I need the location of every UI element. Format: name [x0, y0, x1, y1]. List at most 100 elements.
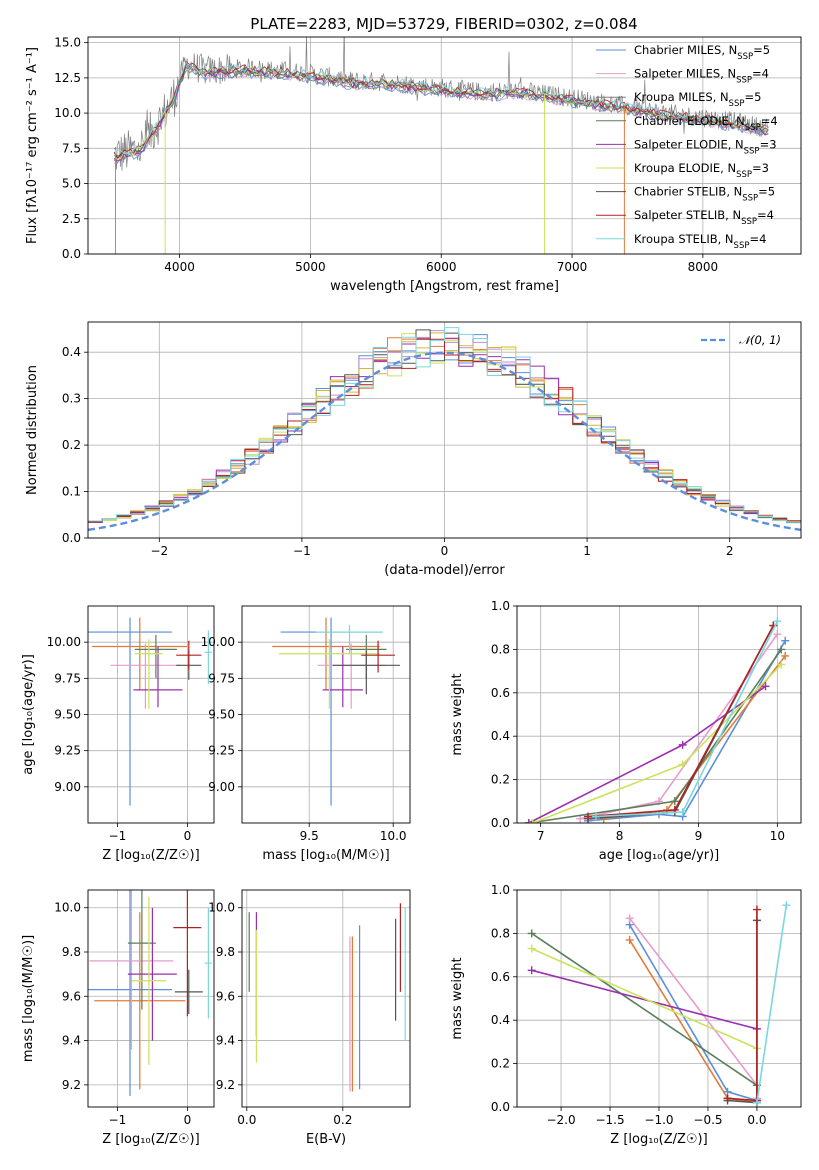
- x-tick-label: 5000: [295, 260, 326, 274]
- y-tick-label: 9.2: [216, 1078, 235, 1092]
- y-tick-label: 9.50: [54, 708, 81, 722]
- x-tick-label: 2: [726, 544, 734, 558]
- series-marker: [781, 651, 790, 660]
- legend-entry: 𝒩(0, 1): [739, 333, 781, 347]
- y-tick-label: 0.2: [62, 438, 81, 452]
- series-line: [587, 640, 786, 822]
- y-axis-label: mass weight: [450, 957, 465, 1039]
- y-axis-label: Normed distribution: [25, 365, 40, 495]
- y-tick-label: 0.4: [491, 1013, 510, 1027]
- y-tick-label: 9.4: [216, 1034, 235, 1048]
- x-tick-label: −1.0: [644, 1113, 673, 1127]
- axes-frame: [87, 36, 802, 255]
- x-axis-label: mass [log₁₀(M/M☉)]: [262, 848, 389, 863]
- series-marker: [752, 1098, 761, 1107]
- x-tick-label: 8: [616, 829, 624, 843]
- x-axis-label: Z [log₁₀(Z/Z☉)]: [610, 1132, 707, 1147]
- x-axis-label: Z [log₁₀(Z/Z☉)]: [102, 848, 199, 863]
- residual-histogram: [88, 327, 801, 523]
- x-tick-label: 4000: [164, 260, 195, 274]
- y-tick-label: 1.0: [491, 599, 510, 613]
- x-tick-label: 7: [537, 829, 545, 843]
- y-tick-label: 0.8: [491, 926, 510, 940]
- y-tick-label: 7.5: [62, 141, 81, 155]
- series-marker: [670, 797, 679, 806]
- series-marker: [678, 740, 687, 749]
- massweight-vs-z-panel: −2.0 −1.5 −1.0 −0.5 0.0 0.0 0.2 0.4 0.6 0.8 1.0 Z […: [450, 883, 802, 1147]
- x-tick-label: 0: [441, 544, 449, 558]
- y-tick-label: 0.2: [491, 1057, 510, 1071]
- model-spectrum-line: [113, 62, 769, 159]
- axes-frame: [241, 605, 411, 824]
- x-axis-label: Z [log₁₀(Z/Z☉)]: [102, 1132, 199, 1147]
- series-marker: [678, 760, 687, 769]
- x-tick-label: 0: [184, 829, 192, 843]
- legend-entry: Kroupa STELIB, NSSP=4: [634, 232, 766, 251]
- legend-entry: Kroupa ELODIE, NSSP=3: [634, 161, 769, 180]
- x-tick-label: 0: [184, 1113, 192, 1127]
- x-tick-label: −0.5: [693, 1113, 722, 1127]
- axes-frame: [516, 605, 802, 824]
- mass-vs-z-panel: −1 0 9.2 9.4 9.6 9.8 10.0 Z [log₁₀(Z/Z☉)] mass […: [21, 889, 215, 1147]
- x-tick-label: 1: [583, 544, 591, 558]
- y-tick-label: 15.0: [54, 36, 81, 50]
- y-tick-label: 0.2: [491, 773, 510, 787]
- legend-entry: Salpeter MILES, NSSP=4: [634, 67, 769, 86]
- x-tick-label: 9: [695, 829, 703, 843]
- series-marker: [591, 812, 600, 821]
- y-tick-label: 10.00: [201, 635, 235, 649]
- y-tick-label: 9.4: [62, 1034, 81, 1048]
- y-tick-label: 0.6: [491, 970, 510, 984]
- series-marker: [782, 901, 791, 910]
- series-line: [628, 917, 758, 1099]
- legend-entry: Kroupa MILES, NSSP=5: [634, 90, 761, 109]
- series-line: [756, 905, 788, 1103]
- age-vs-mass-panel: 9.5 10.0 9.00 9.25 9.50 9.75 10.00 mass [log₁₀(…: [201, 605, 411, 863]
- axes-frame: [516, 889, 802, 1108]
- y-tick-label: 10.0: [54, 106, 81, 120]
- x-tick-label: 8000: [688, 260, 719, 274]
- series-marker: [761, 682, 770, 691]
- y-tick-label: 9.6: [62, 989, 81, 1003]
- plot-area: [88, 890, 212, 1096]
- y-tick-label: 9.2: [62, 1078, 81, 1092]
- axes-frame: [241, 889, 411, 1108]
- axes-frame: [87, 889, 215, 1108]
- y-tick-label: 0.0: [491, 816, 510, 830]
- x-tick-label: 0.0: [747, 1113, 766, 1127]
- plot-area: [272, 617, 400, 806]
- series-line: [628, 939, 758, 1104]
- series-marker: [625, 914, 634, 923]
- plot-area: [524, 617, 790, 823]
- x-tick-label: 0.2: [333, 1113, 352, 1127]
- y-tick-label: 0.4: [491, 729, 510, 743]
- x-axis-label: E(B-V): [306, 1132, 346, 1147]
- y-tick-label: 0.0: [491, 1100, 510, 1114]
- y-tick-label: 10.00: [47, 635, 81, 649]
- y-tick-label: 9.50: [208, 708, 235, 722]
- age-vs-z-panel: −1 0 9.00 9.25 9.50 9.75 10.00 Z [log₁₀(Z/Z☉)] a…: [21, 605, 215, 863]
- series-line: [531, 947, 758, 1050]
- series-marker: [527, 929, 536, 938]
- x-tick-label: −1.5: [595, 1113, 624, 1127]
- model-spectrum-line: [113, 61, 769, 156]
- x-axis-label: wavelength [Angstrom, rest frame]: [330, 279, 559, 294]
- x-tick-label: 0.0: [237, 1113, 256, 1127]
- y-tick-label: 9.00: [54, 780, 81, 794]
- series-marker: [752, 905, 761, 914]
- y-tick-label: 2.5: [62, 212, 81, 226]
- series-marker: [527, 944, 536, 953]
- residual-histogram: [88, 338, 801, 523]
- x-tick-label: −1: [293, 544, 311, 558]
- x-tick-label: −1: [109, 1113, 127, 1127]
- series-line: [531, 932, 758, 1103]
- series-line: [727, 909, 758, 1102]
- x-tick-label: −2.0: [546, 1113, 575, 1127]
- x-tick-label: 9.5: [300, 829, 319, 843]
- series-marker: [773, 617, 782, 626]
- y-tick-label: 9.75: [54, 671, 81, 685]
- y-tick-label: 0.1: [62, 485, 81, 499]
- plot-area: [88, 617, 212, 806]
- y-tick-label: 12.5: [54, 71, 81, 85]
- plot-area: [113, 37, 769, 254]
